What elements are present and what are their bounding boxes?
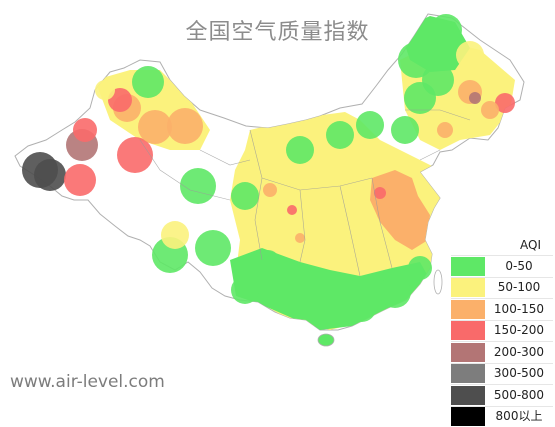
legend-label: 150-200: [485, 321, 553, 340]
legend-row: 0-50: [451, 255, 553, 277]
aqi-circle: [392, 202, 404, 214]
legend-swatch: [451, 386, 485, 405]
aqi-circle: [195, 230, 231, 266]
legend-label: 300-500: [485, 364, 553, 383]
legend-swatch: [451, 407, 485, 426]
legend-swatch: [451, 278, 485, 297]
aqi-circle: [256, 250, 280, 274]
aqi-circle: [64, 164, 96, 196]
aqi-circle: [138, 110, 172, 144]
legend-label: 100-150: [485, 300, 553, 319]
aqi-circle: [316, 286, 344, 314]
aqi-circle: [73, 118, 97, 142]
legend-row: 300-500: [451, 363, 553, 385]
legend-row: 150-200: [451, 320, 553, 342]
aqi-map: 全国空气质量指数 www.air-level.com AQI 0-50 50-10…: [0, 0, 555, 400]
legend-swatch: [451, 321, 485, 340]
legend: AQI 0-50 50-100 100-150 150-200 200-300 300-5…: [451, 235, 553, 427]
aqi-circle: [398, 42, 434, 78]
legend-swatch: [451, 343, 485, 362]
aqi-circle: [326, 121, 354, 149]
aqi-circle: [287, 205, 297, 215]
legend-label: 500-800: [485, 386, 553, 405]
legend-rows: 0-50 50-100 100-150 150-200 200-300 300-500 50…: [451, 255, 553, 427]
legend-label: 0-50: [485, 257, 553, 276]
aqi-circle: [408, 256, 432, 280]
aqi-circle: [231, 182, 259, 210]
legend-row: 50-100: [451, 277, 553, 299]
aqi-circle: [437, 122, 453, 138]
aqi-circle: [469, 92, 481, 104]
legend-label: 800以上: [485, 407, 553, 426]
legend-swatch: [451, 300, 485, 319]
legend-row: 500-800: [451, 384, 553, 406]
aqi-circle: [295, 233, 305, 243]
aqi-circle: [95, 80, 115, 100]
aqi-circle: [348, 294, 376, 322]
legend-label: 50-100: [485, 278, 553, 297]
aqi-circle: [356, 111, 384, 139]
legend-label: 200-300: [485, 343, 553, 362]
aqi-circle: [481, 101, 499, 119]
legend-swatch: [451, 364, 485, 383]
legend-row: 200-300: [451, 341, 553, 363]
aqi-circle: [379, 276, 411, 308]
aqi-circle: [161, 221, 189, 249]
aqi-circle: [263, 183, 277, 197]
aqi-circle: [34, 159, 66, 191]
aqi-circle: [132, 66, 164, 98]
aqi-circle: [167, 108, 203, 144]
aqi-circle: [374, 187, 386, 199]
taiwan-island: [434, 270, 442, 294]
page-title: 全国空气质量指数: [0, 14, 555, 46]
aqi-circle: [180, 168, 216, 204]
legend-row: 100-150: [451, 298, 553, 320]
aqi-circle: [231, 276, 259, 304]
legend-row: 800以上: [451, 406, 553, 427]
aqi-circle: [405, 205, 419, 219]
watermark-link[interactable]: www.air-level.com: [10, 372, 165, 392]
legend-swatch: [451, 257, 485, 276]
hainan-island: [318, 334, 334, 346]
aqi-circle: [286, 136, 314, 164]
legend-title: AQI: [451, 235, 553, 255]
aqi-circle: [117, 137, 153, 173]
aqi-circle: [391, 116, 419, 144]
